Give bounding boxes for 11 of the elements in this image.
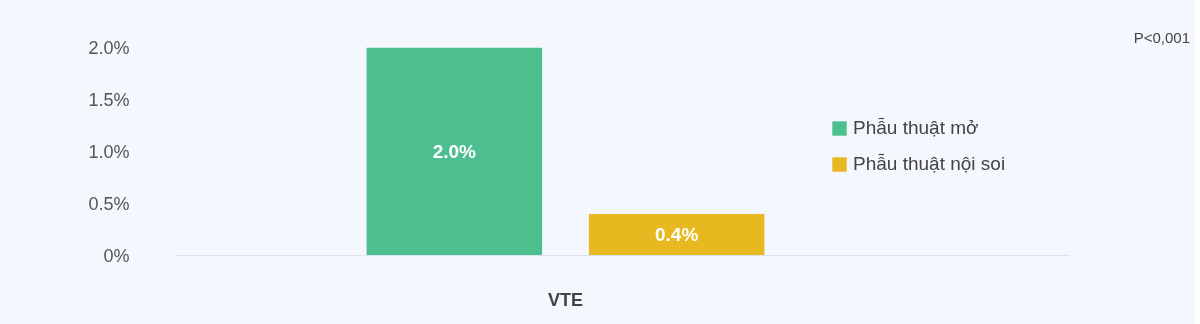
y-tick-label: 0.5% xyxy=(88,193,130,214)
y-tick-label: 1.0% xyxy=(88,141,130,162)
y-tick-label: 1.5% xyxy=(88,89,130,110)
text: P<0,001 xyxy=(1133,28,1190,48)
y-tick-label: 2.0% xyxy=(88,37,130,58)
legend-label: Phẫu thuật mở xyxy=(853,117,979,139)
legend-label: Phẫu thuật nội soi xyxy=(853,153,1006,175)
y-tick-label: 0% xyxy=(103,245,130,266)
data-label: 0.4% xyxy=(655,224,699,246)
data-label: 2.0% xyxy=(432,141,477,162)
x-tick-label: VTE xyxy=(548,289,584,310)
